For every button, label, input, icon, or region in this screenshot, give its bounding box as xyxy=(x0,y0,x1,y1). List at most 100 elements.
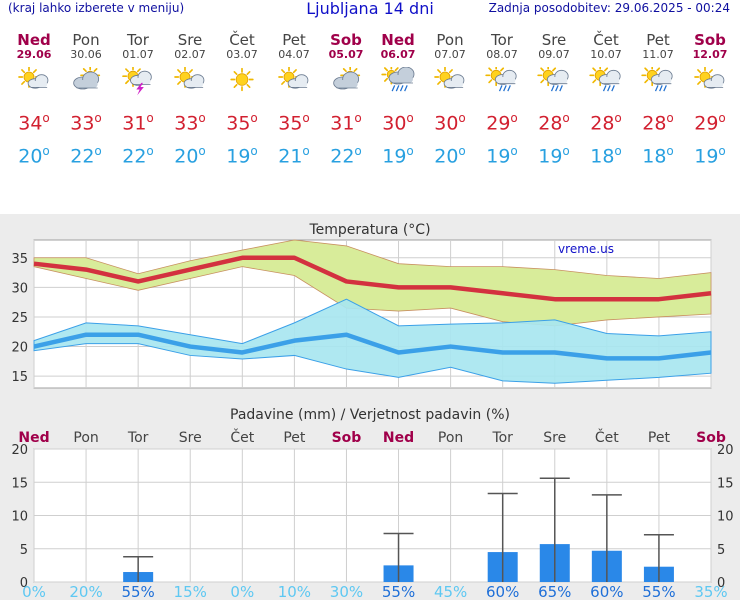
day-column: Čet 03.07 35o 19o xyxy=(216,32,268,168)
temp-max: 28o xyxy=(642,111,674,135)
day-name: Sre xyxy=(177,31,203,49)
x-tick-label: Ned xyxy=(18,430,49,446)
rain-cloud-icon xyxy=(381,67,415,92)
day-column: Ned 06.07 30o 19o xyxy=(372,32,424,168)
day-date: 03.07 xyxy=(226,48,258,61)
x-tick-label: Čet xyxy=(230,428,254,446)
page-title: Ljubljana 14 dni xyxy=(306,0,434,18)
day-date: 29.06 xyxy=(16,48,52,61)
day-column: Sob 12.07 29o 19o xyxy=(684,32,736,168)
day-name: Pet xyxy=(282,31,306,49)
sun-cloud-icon xyxy=(278,67,309,89)
x-tick-label: Tor xyxy=(491,430,513,446)
temp-max: 29o xyxy=(694,111,726,135)
x-tick-label: Sre xyxy=(543,430,566,446)
temp-min: 19o xyxy=(486,144,518,168)
y-tick-label-right: 20 xyxy=(717,443,734,458)
sun-icon xyxy=(230,67,254,92)
temp-max: 35o xyxy=(278,111,310,135)
day-name: Tor xyxy=(127,31,149,49)
temp-min: 20o xyxy=(18,144,50,168)
temp-min: 21o xyxy=(278,144,310,168)
x-tick-label: Tor xyxy=(127,430,149,446)
temp-max: 33o xyxy=(174,111,206,135)
day-date: 30.06 xyxy=(70,48,102,61)
day-name: Sob xyxy=(330,31,362,49)
precipitation-probability: 55% xyxy=(382,583,415,600)
precipitation-probability: 55% xyxy=(121,583,154,600)
location-hint[interactable]: (kraj lahko izberete v meniju) xyxy=(8,1,185,15)
temp-max: 30o xyxy=(382,111,414,135)
x-tick-label: Čet xyxy=(595,428,619,446)
temp-max: 34o xyxy=(18,111,50,135)
day-column: Tor 01.07 31o 22o xyxy=(112,32,164,168)
x-tick-label: Pon xyxy=(438,430,463,446)
day-date: 05.07 xyxy=(328,48,364,61)
day-column: Čet 10.07 28o 18o xyxy=(580,32,632,168)
temp-min: 19o xyxy=(694,144,726,168)
precipitation-probability: 30% xyxy=(330,583,363,600)
sun-rain-icon xyxy=(537,67,569,92)
cloud-sun-icon xyxy=(73,67,101,90)
temp-max: 28o xyxy=(590,111,622,135)
y-tick-label: 20 xyxy=(11,443,28,458)
day-name: Sob xyxy=(694,31,726,49)
y-tick-label-right: 0 xyxy=(717,576,725,591)
day-column: Sre 09.07 28o 19o xyxy=(528,32,580,168)
temp-max: 35o xyxy=(226,111,258,135)
precipitation-probability: 55% xyxy=(642,583,675,600)
day-name: Ned xyxy=(17,31,51,49)
day-date: 04.07 xyxy=(278,48,310,61)
sun-cloud-icon xyxy=(694,67,725,89)
day-column: Pon 07.07 30o 20o xyxy=(424,32,476,168)
temp-min: 22o xyxy=(70,144,102,168)
y-tick-label: 15 xyxy=(11,476,28,491)
temp-max: 29o xyxy=(486,111,518,135)
y-tick-label: 5 xyxy=(20,543,28,558)
day-date: 01.07 xyxy=(122,48,154,61)
sun-rain-icon xyxy=(641,67,673,92)
temp-max: 33o xyxy=(70,111,102,135)
day-date: 09.07 xyxy=(538,48,570,61)
x-tick-label: Sre xyxy=(179,430,202,446)
day-column: Sre 02.07 33o 20o xyxy=(164,32,216,168)
temp-min: 19o xyxy=(538,144,570,168)
max-temperature-line xyxy=(33,255,712,302)
precipitation-probability: 35% xyxy=(694,583,727,600)
temp-min: 18o xyxy=(590,144,622,168)
precipitation-probability: 60% xyxy=(590,583,623,600)
watermark: vreme.us xyxy=(558,242,614,256)
day-name: Pon xyxy=(72,31,100,49)
precipitation-chart-title: Padavine (mm) / Verjetnost padavin (%) xyxy=(230,407,510,423)
temp-min: 22o xyxy=(330,144,362,168)
cloud-sun-icon xyxy=(333,67,361,90)
y-tick-label-right: 5 xyxy=(717,543,725,558)
temp-max: 28o xyxy=(538,111,570,135)
x-tick-label: Sob xyxy=(696,430,726,446)
y-tick-label: 10 xyxy=(11,510,28,525)
forecast-header-panel: (kraj lahko izberete v meniju) Ljubljana… xyxy=(0,0,740,170)
day-name: Sre xyxy=(541,31,567,49)
day-name: Čet xyxy=(229,31,255,49)
y-tick-label: 15 xyxy=(11,370,28,385)
precipitation-probability: 0% xyxy=(22,583,46,600)
precipitation-probability: 60% xyxy=(486,583,519,600)
precipitation-probability: 20% xyxy=(69,583,102,600)
day-column: Pet 04.07 35o 21o xyxy=(268,32,320,168)
precipitation-probability: 65% xyxy=(538,583,571,600)
y-tick-label-right: 10 xyxy=(717,510,734,525)
y-tick-label: 30 xyxy=(11,281,28,296)
temperature-chart-title: Temperatura (°C) xyxy=(308,222,430,238)
temp-min: 19o xyxy=(382,144,414,168)
sun-cloud-icon xyxy=(434,67,465,89)
temp-min: 18o xyxy=(642,144,674,168)
temp-min: 20o xyxy=(174,144,206,168)
day-name: Ned xyxy=(381,31,415,49)
min-temperature-line xyxy=(33,332,712,361)
y-tick-label: 25 xyxy=(11,311,28,326)
day-name: Tor xyxy=(491,31,513,49)
day-date: 02.07 xyxy=(174,48,206,61)
precipitation-probability: 15% xyxy=(174,583,207,600)
y-tick-label-right: 15 xyxy=(717,476,734,491)
